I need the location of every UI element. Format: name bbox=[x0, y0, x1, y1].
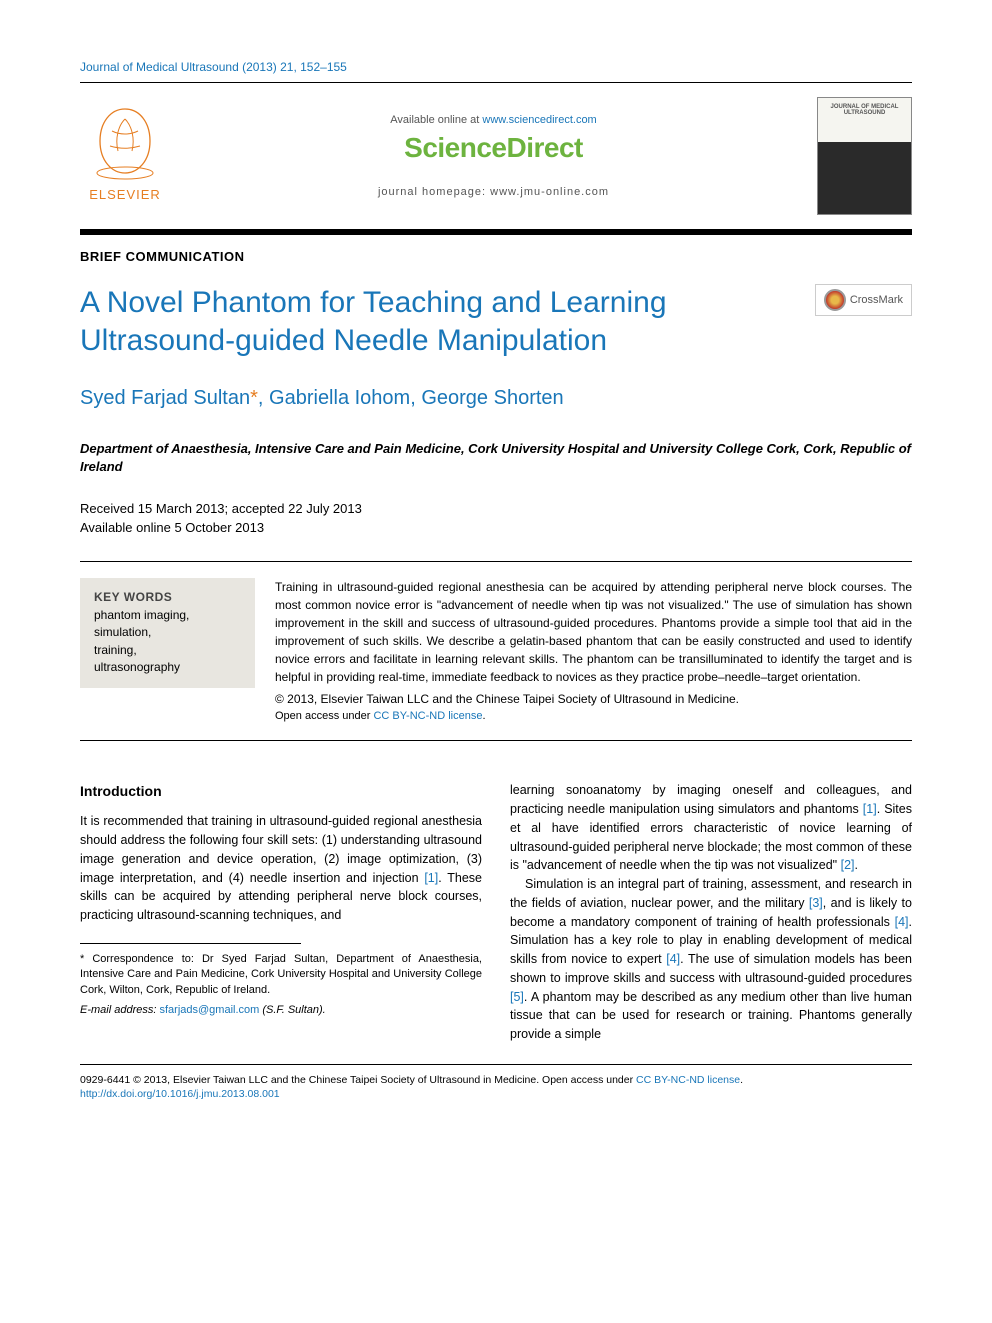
received-accepted: Received 15 March 2013; accepted 22 July… bbox=[80, 500, 912, 518]
abstract-text: Training in ultrasound-guided regional a… bbox=[275, 578, 912, 725]
homepage-label: journal homepage: bbox=[378, 186, 490, 198]
author-3: George Shorten bbox=[421, 387, 563, 409]
intro-para-2: Simulation is an integral part of traini… bbox=[510, 875, 912, 1044]
affiliation: Department of Anaesthesia, Intensive Car… bbox=[80, 440, 912, 476]
elsevier-logo: ELSEVIER bbox=[80, 101, 170, 211]
abstract-license: Open access under CC BY-NC-ND license. bbox=[275, 708, 912, 725]
email-label: E-mail address: bbox=[80, 1004, 159, 1016]
correspondence-note: * Correspondence to: Dr Syed Farjad Sult… bbox=[80, 952, 482, 998]
intro-para-1-cont: learning sonoanatomy by imaging oneself … bbox=[510, 781, 912, 875]
available-prefix: Available online at bbox=[390, 114, 482, 126]
ref-link-4[interactable]: [4] bbox=[895, 915, 909, 929]
introduction-heading: Introduction bbox=[80, 781, 482, 802]
author-2: Gabriella Iohom bbox=[269, 387, 410, 409]
email-line: E-mail address: sfarjads@gmail.com (S.F.… bbox=[80, 1002, 482, 1019]
email-suffix: (S.F. Sultan). bbox=[259, 1004, 325, 1016]
svg-text:ELSEVIER: ELSEVIER bbox=[89, 187, 161, 202]
ref-link-4[interactable]: [4] bbox=[666, 952, 680, 966]
ref-link-3[interactable]: [3] bbox=[809, 896, 823, 910]
abstract-block: KEY WORDS phantom imaging, simulation, t… bbox=[80, 561, 912, 742]
correspondence-rule bbox=[80, 943, 301, 944]
left-column: Introduction It is recommended that trai… bbox=[80, 781, 482, 1044]
license-suffix: . bbox=[482, 710, 485, 722]
corresponding-star: * bbox=[250, 387, 258, 409]
author-1: Syed Farjad Sultan bbox=[80, 387, 250, 409]
ref-link-5[interactable]: [5] bbox=[510, 990, 524, 1004]
doi-link[interactable]: http://dx.doi.org/10.1016/j.jmu.2013.08.… bbox=[80, 1087, 912, 1102]
thick-rule bbox=[80, 229, 912, 235]
keywords-heading: KEY WORDS bbox=[94, 590, 241, 604]
sciencedirect-url[interactable]: www.sciencedirect.com bbox=[482, 114, 596, 126]
text-run: . bbox=[855, 858, 858, 872]
abstract-body: Training in ultrasound-guided regional a… bbox=[275, 580, 912, 684]
crossmark-label: CrossMark bbox=[850, 294, 903, 306]
ref-link-2[interactable]: [2] bbox=[841, 858, 855, 872]
authors-line: Syed Farjad Sultan*, Gabriella Iohom, Ge… bbox=[80, 387, 912, 410]
keywords-list: phantom imaging, simulation, training, u… bbox=[94, 607, 241, 677]
abstract-copyright: © 2013, Elsevier Taiwan LLC and the Chin… bbox=[275, 690, 912, 708]
sciencedirect-logo: ScienceDirect bbox=[190, 132, 797, 164]
footer-text: 0929-6441 © 2013, Elsevier Taiwan LLC an… bbox=[80, 1073, 912, 1102]
text-run: It is recommended that training in ultra… bbox=[80, 814, 482, 884]
available-online: Available online 5 October 2013 bbox=[80, 519, 912, 537]
cover-title: JOURNAL OF MEDICAL ULTRASOUND bbox=[818, 98, 911, 116]
journal-homepage-line: journal homepage: www.jmu-online.com bbox=[190, 186, 797, 198]
header-center: Available online at www.sciencedirect.co… bbox=[190, 114, 797, 198]
author-sep: , bbox=[410, 387, 421, 409]
footer-copyright: 0929-6441 © 2013, Elsevier Taiwan LLC an… bbox=[80, 1074, 542, 1086]
article-type: BRIEF COMMUNICATION bbox=[80, 249, 912, 264]
homepage-url[interactable]: www.jmu-online.com bbox=[490, 186, 609, 198]
footer-license-link[interactable]: CC BY-NC-ND license bbox=[636, 1074, 740, 1086]
body-columns: Introduction It is recommended that trai… bbox=[80, 781, 912, 1044]
journal-cover-thumbnail: JOURNAL OF MEDICAL ULTRASOUND bbox=[817, 97, 912, 215]
ref-link-1[interactable]: [1] bbox=[424, 871, 438, 885]
crossmark-icon bbox=[824, 289, 846, 311]
email-address[interactable]: sfarjads@gmail.com bbox=[159, 1004, 259, 1016]
header-row: ELSEVIER Available online at www.science… bbox=[80, 97, 912, 215]
ref-link-1[interactable]: [1] bbox=[863, 802, 877, 816]
footer-rule bbox=[80, 1064, 912, 1065]
footer-license-suffix: . bbox=[740, 1074, 743, 1086]
author-sep: , bbox=[258, 387, 269, 409]
keywords-box: KEY WORDS phantom imaging, simulation, t… bbox=[80, 578, 255, 689]
license-link[interactable]: CC BY-NC-ND license bbox=[373, 710, 482, 722]
available-online-line: Available online at www.sciencedirect.co… bbox=[190, 114, 797, 126]
text-run: learning sonoanatomy by imaging oneself … bbox=[510, 783, 912, 816]
footer-license-prefix: Open access under bbox=[542, 1074, 636, 1086]
top-rule bbox=[80, 82, 912, 83]
right-column: learning sonoanatomy by imaging oneself … bbox=[510, 781, 912, 1044]
article-dates: Received 15 March 2013; accepted 22 July… bbox=[80, 500, 912, 536]
license-prefix: Open access under bbox=[275, 710, 373, 722]
journal-reference: Journal of Medical Ultrasound (2013) 21,… bbox=[80, 60, 912, 74]
intro-para-1: It is recommended that training in ultra… bbox=[80, 812, 482, 925]
text-run: . A phantom may be described as any medi… bbox=[510, 990, 912, 1042]
crossmark-badge[interactable]: CrossMark bbox=[815, 284, 912, 316]
article-title: A Novel Phantom for Teaching and Learnin… bbox=[80, 284, 795, 359]
